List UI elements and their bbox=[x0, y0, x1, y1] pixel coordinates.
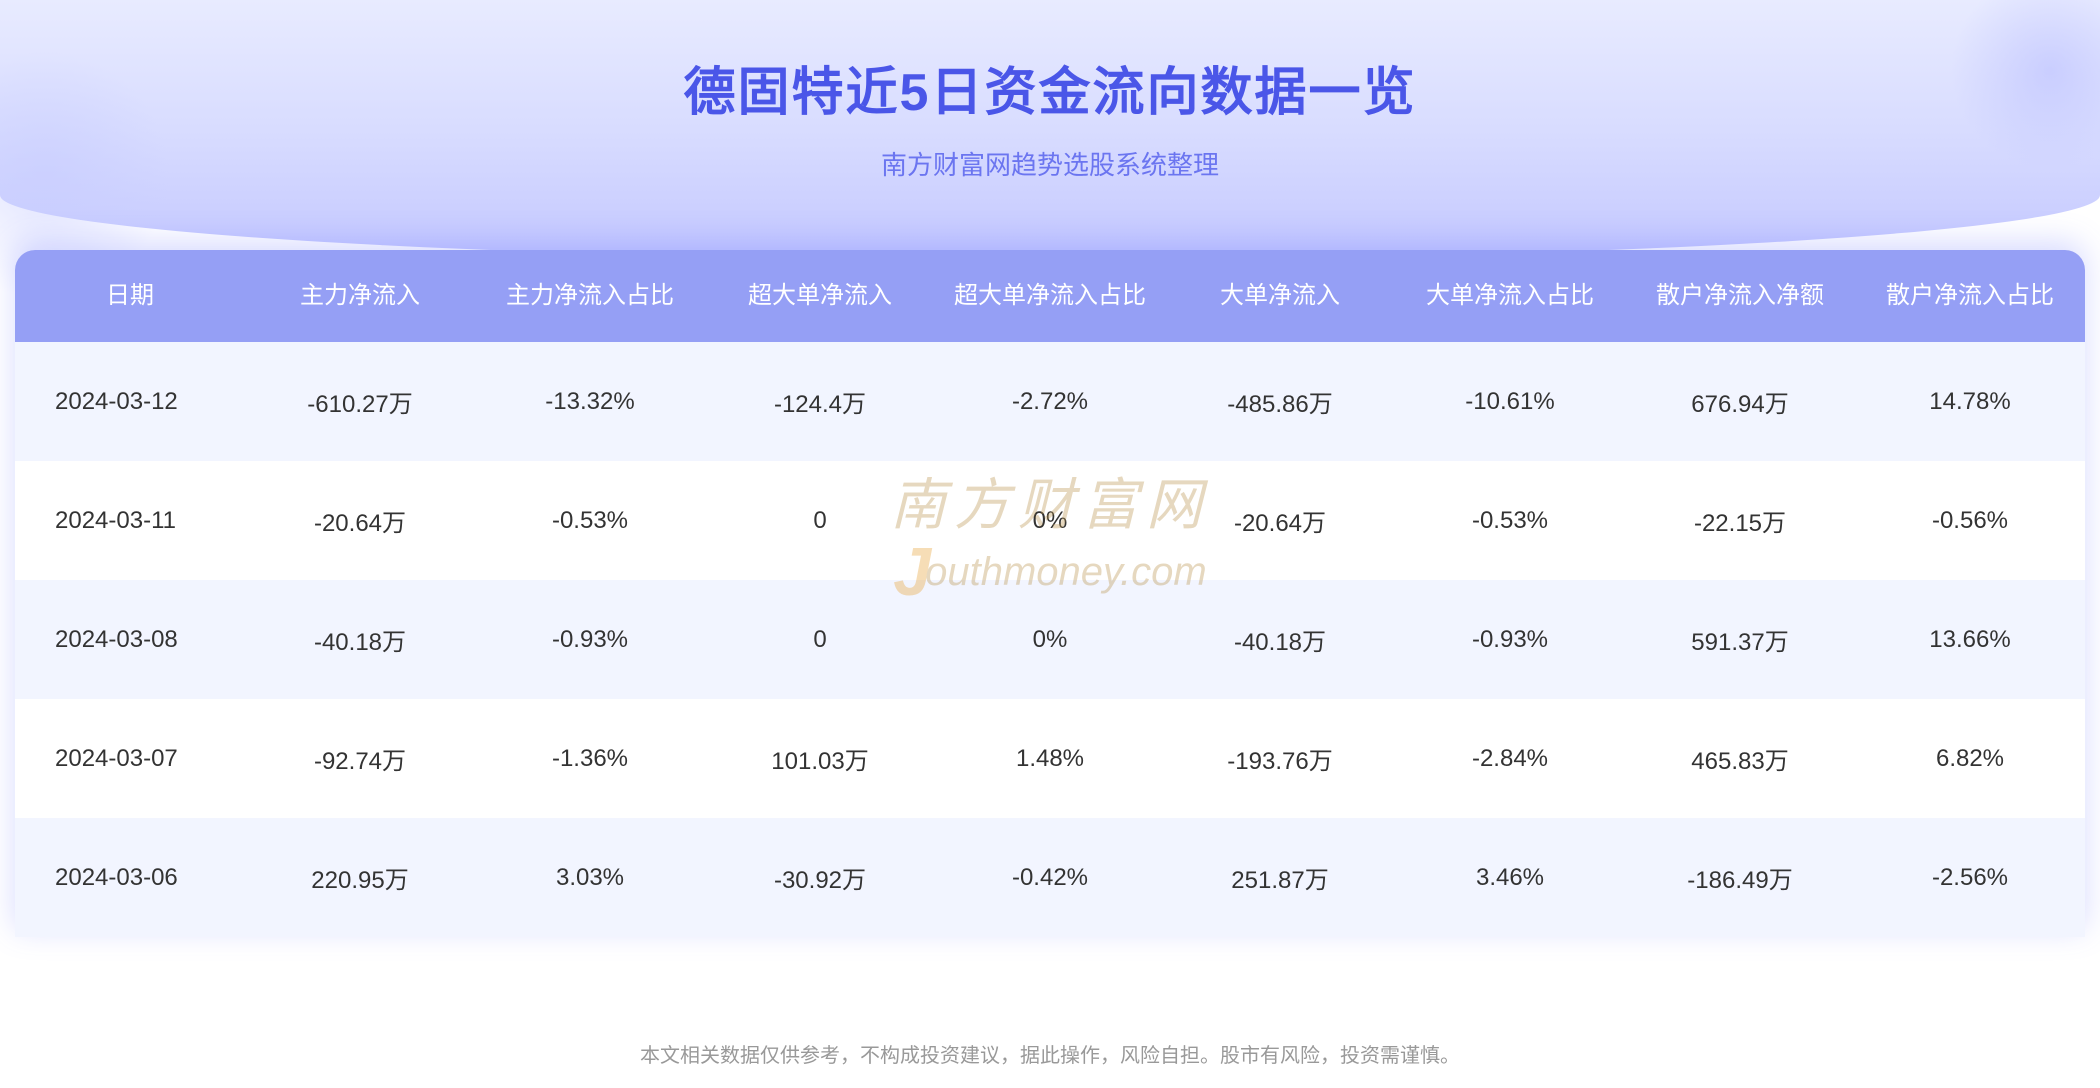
cell-value: 465.83万 bbox=[1625, 699, 1855, 818]
page-subtitle: 南方财富网趋势选股系统整理 bbox=[0, 145, 2100, 182]
cell-value: -0.56% bbox=[1855, 461, 2085, 580]
cell-value: -10.61% bbox=[1395, 342, 1625, 461]
cell-value: 14.78% bbox=[1855, 342, 2085, 461]
table-container: 日期 主力净流入 主力净流入占比 超大单净流入 超大单净流入占比 大单净流入 大… bbox=[15, 250, 2085, 937]
cell-value: 13.66% bbox=[1855, 580, 2085, 699]
cell-value: -2.84% bbox=[1395, 699, 1625, 818]
cell-value: -193.76万 bbox=[1165, 699, 1395, 818]
cell-value: -1.36% bbox=[475, 699, 705, 818]
cell-value: 0 bbox=[705, 580, 935, 699]
cell-date: 2024-03-12 bbox=[15, 342, 245, 461]
col-date: 日期 bbox=[15, 250, 245, 342]
header-background: 德固特近5日资金流向数据一览 南方财富网趋势选股系统整理 bbox=[0, 0, 2100, 260]
cell-value: -2.56% bbox=[1855, 818, 2085, 937]
table-row: 2024-03-11 -20.64万 -0.53% 0 0% -20.64万 -… bbox=[15, 461, 2085, 580]
col-main-inflow-pct: 主力净流入占比 bbox=[475, 250, 705, 342]
cell-value: -0.93% bbox=[475, 580, 705, 699]
cell-value: -40.18万 bbox=[1165, 580, 1395, 699]
cell-value: -22.15万 bbox=[1625, 461, 1855, 580]
cell-value: -0.53% bbox=[475, 461, 705, 580]
cell-value: 3.03% bbox=[475, 818, 705, 937]
col-retail-inflow-pct: 散户净流入占比 bbox=[1855, 250, 2085, 342]
cell-value: -0.93% bbox=[1395, 580, 1625, 699]
col-superbig-inflow-pct: 超大单净流入占比 bbox=[935, 250, 1165, 342]
cell-date: 2024-03-11 bbox=[15, 461, 245, 580]
page-title: 德固特近5日资金流向数据一览 bbox=[0, 50, 2100, 125]
cell-value: -485.86万 bbox=[1165, 342, 1395, 461]
cell-date: 2024-03-06 bbox=[15, 818, 245, 937]
cell-value: 1.48% bbox=[935, 699, 1165, 818]
table-row: 2024-03-12 -610.27万 -13.32% -124.4万 -2.7… bbox=[15, 342, 2085, 461]
header-content: 德固特近5日资金流向数据一览 南方财富网趋势选股系统整理 bbox=[0, 0, 2100, 182]
cell-value: -13.32% bbox=[475, 342, 705, 461]
col-superbig-inflow: 超大单净流入 bbox=[705, 250, 935, 342]
table-body: 2024-03-12 -610.27万 -13.32% -124.4万 -2.7… bbox=[15, 342, 2085, 937]
cell-value: -124.4万 bbox=[705, 342, 935, 461]
table-row: 2024-03-07 -92.74万 -1.36% 101.03万 1.48% … bbox=[15, 699, 2085, 818]
cell-value: 0 bbox=[705, 461, 935, 580]
cell-value: -0.53% bbox=[1395, 461, 1625, 580]
col-big-inflow: 大单净流入 bbox=[1165, 250, 1395, 342]
cell-value: -20.64万 bbox=[245, 461, 475, 580]
table-header-row: 日期 主力净流入 主力净流入占比 超大单净流入 超大单净流入占比 大单净流入 大… bbox=[15, 250, 2085, 342]
disclaimer-text: 本文相关数据仅供参考，不构成投资建议，据此操作，风险自担。股市有风险，投资需谨慎… bbox=[0, 1039, 2100, 1068]
cell-value: -0.42% bbox=[935, 818, 1165, 937]
cell-value: 251.87万 bbox=[1165, 818, 1395, 937]
cell-value: 0% bbox=[935, 461, 1165, 580]
cell-date: 2024-03-08 bbox=[15, 580, 245, 699]
cell-value: -610.27万 bbox=[245, 342, 475, 461]
cell-value: 6.82% bbox=[1855, 699, 2085, 818]
cell-value: 676.94万 bbox=[1625, 342, 1855, 461]
cell-value: -2.72% bbox=[935, 342, 1165, 461]
cell-value: 101.03万 bbox=[705, 699, 935, 818]
cell-value: 0% bbox=[935, 580, 1165, 699]
fund-flow-table: 日期 主力净流入 主力净流入占比 超大单净流入 超大单净流入占比 大单净流入 大… bbox=[15, 250, 2085, 937]
cell-value: -40.18万 bbox=[245, 580, 475, 699]
cell-value: -186.49万 bbox=[1625, 818, 1855, 937]
col-big-inflow-pct: 大单净流入占比 bbox=[1395, 250, 1625, 342]
col-main-inflow: 主力净流入 bbox=[245, 250, 475, 342]
cell-date: 2024-03-07 bbox=[15, 699, 245, 818]
cell-value: 591.37万 bbox=[1625, 580, 1855, 699]
cell-value: -92.74万 bbox=[245, 699, 475, 818]
cell-value: -20.64万 bbox=[1165, 461, 1395, 580]
table-row: 2024-03-08 -40.18万 -0.93% 0 0% -40.18万 -… bbox=[15, 580, 2085, 699]
cell-value: 3.46% bbox=[1395, 818, 1625, 937]
col-retail-inflow: 散户净流入净额 bbox=[1625, 250, 1855, 342]
cell-value: 220.95万 bbox=[245, 818, 475, 937]
table-row: 2024-03-06 220.95万 3.03% -30.92万 -0.42% … bbox=[15, 818, 2085, 937]
cell-value: -30.92万 bbox=[705, 818, 935, 937]
